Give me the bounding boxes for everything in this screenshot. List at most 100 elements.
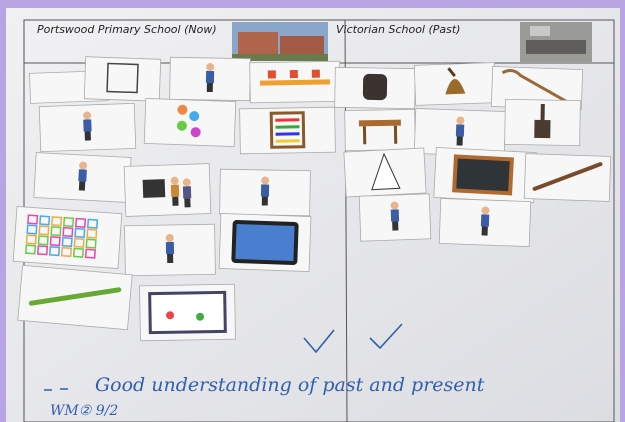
chair — [311, 69, 320, 78]
drawing — [196, 312, 205, 321]
body — [205, 70, 215, 84]
sticker — [176, 120, 187, 131]
body — [390, 209, 400, 222]
body — [455, 124, 465, 137]
shape — [61, 236, 73, 248]
legs — [84, 131, 91, 141]
slate — [452, 154, 514, 196]
left-heading: Portswood Primary School (Now) — [37, 23, 217, 36]
stove — [534, 119, 551, 139]
teacher-comment: Good understanding of past and present — [95, 374, 485, 396]
picture-card — [344, 108, 416, 152]
shape — [86, 218, 99, 229]
legs — [392, 221, 399, 231]
table — [259, 79, 331, 86]
tick-mark — [369, 323, 403, 350]
pencil — [28, 287, 122, 306]
sticker — [177, 104, 188, 115]
picture-card — [123, 163, 212, 217]
picture-card — [413, 62, 497, 106]
shape — [85, 238, 97, 249]
shape — [25, 234, 37, 245]
whiteboard — [148, 290, 227, 335]
picture-card — [239, 106, 336, 155]
legs — [184, 198, 191, 208]
shape — [62, 226, 74, 238]
shape — [48, 246, 61, 257]
desk-top — [358, 119, 401, 127]
head — [170, 176, 179, 185]
picture-card — [343, 147, 427, 198]
picture-card — [17, 264, 133, 331]
body — [170, 184, 180, 197]
legs — [78, 181, 86, 191]
shape — [27, 214, 39, 225]
shape — [50, 226, 62, 237]
picture-card — [219, 168, 311, 217]
shape — [38, 225, 50, 236]
body — [83, 119, 92, 132]
bell — [445, 79, 466, 95]
shape — [49, 236, 61, 247]
cane — [501, 69, 571, 105]
body — [260, 184, 270, 197]
picture-card — [433, 146, 537, 204]
head — [83, 111, 92, 120]
dunce-cap — [371, 152, 401, 191]
body — [182, 186, 192, 199]
right-heading: Victorian School (Past) — [336, 23, 460, 36]
dash — [44, 388, 68, 391]
picture-card — [143, 98, 237, 147]
sticker — [189, 111, 200, 122]
picture-card — [334, 66, 416, 110]
monitor — [142, 179, 166, 198]
legs — [167, 253, 174, 264]
legs — [261, 196, 268, 206]
card-paper — [83, 56, 162, 102]
shape — [84, 248, 96, 259]
picture-card — [124, 223, 216, 277]
legs — [481, 226, 488, 236]
quill-pen — [532, 162, 603, 191]
head — [456, 116, 465, 125]
head — [261, 176, 270, 185]
shape — [37, 235, 49, 246]
head — [182, 178, 191, 187]
legs — [456, 136, 463, 146]
picture-card — [38, 102, 137, 153]
legs — [172, 196, 179, 206]
card-paper — [239, 106, 336, 155]
head — [206, 63, 215, 72]
body — [78, 169, 87, 182]
desk-leg — [393, 125, 398, 144]
abacus — [269, 111, 306, 149]
card-paper — [344, 108, 416, 152]
shape — [26, 224, 38, 235]
picture-card — [218, 213, 312, 272]
head — [79, 161, 88, 170]
chimney — [540, 103, 545, 121]
shape — [72, 247, 85, 258]
modern-school-photo — [232, 22, 328, 61]
shape — [74, 217, 87, 228]
head — [390, 201, 399, 210]
sticker — [190, 127, 201, 138]
chair — [267, 70, 276, 79]
shape — [51, 216, 63, 227]
card-paper — [143, 98, 237, 147]
body — [480, 214, 490, 227]
shape — [86, 228, 98, 239]
picture-card — [438, 198, 532, 247]
legs — [206, 82, 213, 93]
teacher-signature: WM② 9/2 — [50, 403, 118, 419]
picture-cards — [12, 56, 612, 342]
picture-card — [83, 56, 162, 102]
handle — [447, 67, 456, 77]
chair — [289, 69, 298, 79]
victorian-classroom-photo — [520, 22, 592, 62]
picture-card — [358, 193, 432, 242]
picture-card — [12, 205, 123, 270]
shape — [36, 245, 49, 256]
